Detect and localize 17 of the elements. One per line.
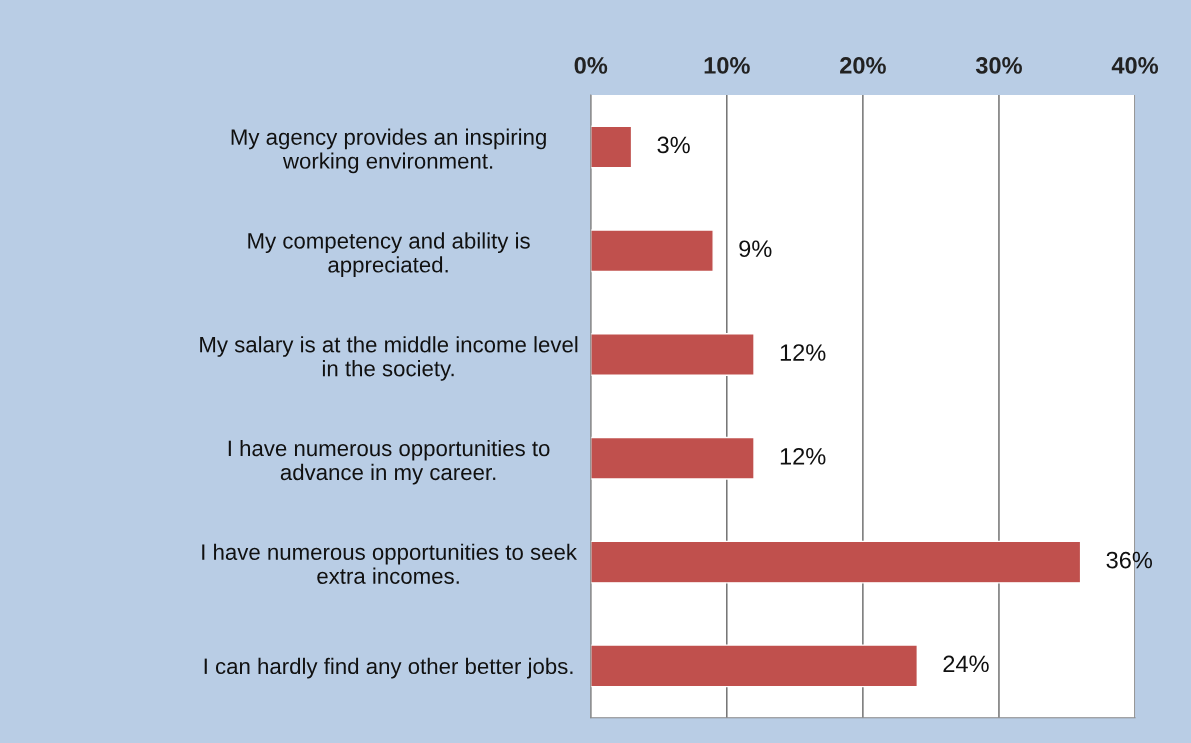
y-tick-label: My salary is at the middle income level in the society. — [200, 336, 578, 381]
x-tick-label: 0% — [574, 57, 608, 74]
y-tick-label: My competency and ability is appreciated. — [248, 232, 530, 277]
y-tick-label: My agency provides an inspiring working environment. — [231, 128, 546, 174]
y-tick-label: I have numerous opportunities to seek extra incomes. — [202, 543, 577, 584]
data-label: 9% — [739, 240, 772, 258]
data-label: 12% — [780, 344, 826, 361]
data-label: 24% — [943, 655, 989, 673]
x-tick-label: 40% — [1111, 57, 1159, 74]
x-tick-label: 20% — [840, 57, 886, 74]
data-label: 3% — [657, 136, 690, 154]
data-label: 36% — [1106, 551, 1153, 569]
x-tick-label: 10% — [704, 57, 750, 74]
y-tick-label: I have numerous opportunities to advance in my career. — [228, 439, 550, 485]
x-tick-label: 30% — [975, 57, 1022, 74]
data-label: 12% — [780, 447, 826, 465]
y-tick-label: I can hardly find any other better jobs. — [204, 657, 573, 679]
